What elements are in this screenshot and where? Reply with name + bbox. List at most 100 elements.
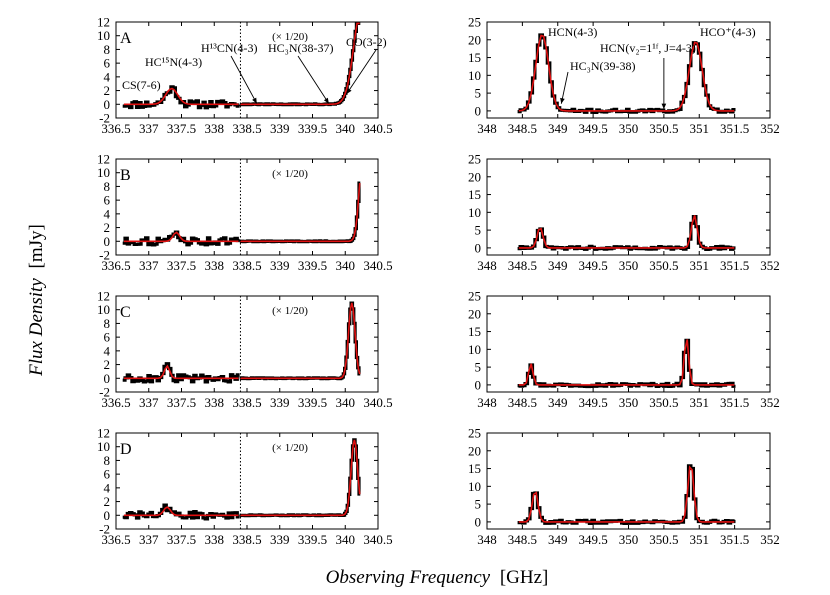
panel-A-annotation: CS(7-6) [122, 78, 161, 92]
panel-C-right-xtick-label: 349.5 [579, 395, 608, 410]
panel-A-right-xtick-label: 351.5 [720, 121, 749, 136]
panel-B-scale-label: (× 1/20) [272, 168, 308, 180]
panel-A-right-xtick-label: 352 [760, 121, 780, 136]
panel-B-left-ytick-label: 2 [104, 220, 111, 235]
panel-A-left-ytick-label: 6 [104, 56, 111, 71]
panel-D-left-ytick-label: -2 [99, 522, 110, 537]
panel-D-left-low-model-fit [123, 506, 239, 517]
y-axis-title-unit: [mJy] [26, 224, 47, 268]
panel-A-left-ytick-label: 0 [104, 97, 111, 112]
panel-A-right-xtick-label: 351 [690, 121, 710, 136]
panel-A-left-xtick-label: 340.5 [363, 121, 392, 136]
panel-B-left-ytick-label: 10 [97, 165, 110, 180]
panel-A-left: 336.5 337 337.5 338 338.5 339 339.5 340 340.5 -20… [97, 15, 393, 137]
panel-D-left-high-model-fit [240, 439, 361, 517]
panel-A-left-ytick-label: -2 [99, 111, 110, 126]
panel-A-left-ytick-label: 12 [97, 15, 110, 30]
panel-B-left-low-observed-spectrum [122, 230, 240, 247]
panel-C-label: C [120, 304, 131, 321]
panel-B-left-xtick-label: 339.5 [298, 258, 327, 273]
panel-D-right-ytick-label: 5 [475, 497, 482, 512]
panel-D-left-ytick-label: 12 [97, 426, 110, 441]
panel-C-right-ytick-label: 0 [475, 377, 482, 392]
panel-C-left-ytick-label: 4 [104, 343, 111, 358]
panel-D-right-xtick-label: 351 [690, 532, 710, 547]
panel-D-right-model-fit [518, 465, 735, 523]
panel-D-right-ytick-label: 0 [475, 514, 482, 529]
x-axis-title-unit: [GHz] [500, 567, 549, 588]
panel-C-left-xtick-label: 340 [336, 395, 356, 410]
panel-B-left-xtick-label: 339 [270, 258, 290, 273]
panel-B-left-xtick-label: 337 [139, 258, 159, 273]
panel-B-left-xtick-label: 338 [205, 258, 225, 273]
panel-C-left-low-model-fit [123, 364, 239, 380]
panel-B-right-xtick-label: 348.5 [508, 258, 537, 273]
panel-B-right-frame [486, 158, 771, 256]
panel-A-annotation-arrow-head [346, 88, 352, 94]
panel-B-right-xtick-label: 349.5 [579, 258, 608, 273]
panel-D-right: 348 348.5 349 349.5 350 350.5 351 351.5 352 0 5 10 1… [468, 426, 780, 548]
panel-A-right-xtick-label: 349 [548, 121, 568, 136]
panel-C-left-xtick-label: 340.5 [363, 395, 392, 410]
panel-D-left-xtick-label: 339.5 [298, 532, 327, 547]
panel-D-right-ytick-label: 20 [468, 443, 481, 458]
x-axis-title: Observing Frequency [GHz] [326, 567, 549, 588]
panel-A-right-annotation: HCO⁺(4-3) [700, 25, 756, 39]
panel-A-annotation: H¹³CN(4-3) [201, 41, 258, 55]
panel-C-left-xtick-label: 339.5 [298, 395, 327, 410]
panel-B-right: 348 348.5 349 349.5 350 350.5 351 351.5 352 0 5 10 1… [468, 152, 780, 274]
panel-B-left-xtick-label: 338.5 [232, 258, 261, 273]
panel-D-right-xtick-label: 349 [548, 532, 568, 547]
panel-A-right-ytick-label: 25 [468, 15, 481, 30]
panel-C-right-ytick-label: 20 [468, 306, 481, 321]
panel-D-left-ytick-label: 2 [104, 494, 111, 509]
panel-D-right-ytick-label: 15 [468, 461, 481, 476]
panel-A-right-ytick-label: 20 [468, 32, 481, 47]
panel-B-right-ytick-label: 5 [475, 223, 482, 238]
panel-D-right-ytick-label: 10 [468, 479, 481, 494]
panel-D-left: 336.5 337 337.5 338 338.5 339 339.5 340 340.5 -20… [97, 426, 393, 548]
panel-C-left-xtick-label: 337 [139, 395, 159, 410]
panel-C-right-ytick-label: 15 [468, 324, 481, 339]
panel-A-annotation-arrow-line [346, 49, 377, 95]
panel-B-left-high-model-fit [240, 183, 361, 243]
panel-C-left-xtick-label: 337.5 [167, 395, 196, 410]
panel-A-annotation-arrow-head [323, 97, 329, 104]
panel-C-left-xtick-label: 338.5 [232, 395, 261, 410]
panel-A-left-xtick-label: 339.5 [298, 121, 327, 136]
panel-D-label: D [120, 441, 132, 458]
panel-A-right-annotation: HCN(v₂=1¹ᶠ, J=4-3) [600, 41, 696, 55]
panel-B-right-xtick-label: 351.5 [720, 258, 749, 273]
panel-C-left: 336.5 337 337.5 338 338.5 339 339.5 340 340.5 -20… [97, 289, 393, 411]
panel-D-left-ytick-label: 0 [104, 508, 111, 523]
panel-C-left-ytick-label: 0 [104, 371, 111, 386]
panel-C-left-ytick-label: 6 [104, 330, 111, 345]
panel-A-annotation-arrow-head [252, 97, 257, 104]
panel-B-right-xtick-label: 351 [690, 258, 710, 273]
panel-A-left-ytick-label: 8 [104, 42, 111, 57]
panel-C-right-xtick-label: 348 [477, 395, 497, 410]
panel-B-left-xtick-label: 336.5 [101, 258, 130, 273]
panel-B-left-xtick-label: 340 [336, 258, 356, 273]
panel-B-right-xtick-label: 349 [548, 258, 568, 273]
panel-A-right-ytick-label: 15 [468, 50, 481, 65]
panel-B-right-xtick-label: 348 [477, 258, 497, 273]
panel-C-left-ytick-label: 12 [97, 289, 110, 304]
x-axis-title-italic: Observing Frequency [326, 567, 491, 588]
panel-A-right-xtick-label: 349.5 [579, 121, 608, 136]
panel-B-right-ytick-label: 20 [468, 169, 481, 184]
panel-C-right-model-fit [518, 339, 735, 386]
panel-A-right-ytick-label: 0 [475, 103, 482, 118]
y-axis-title-italic: Flux Density [26, 278, 47, 377]
panel-A-annotation: CO(3-2) [346, 35, 387, 49]
panel-D-right-xtick-label: 348.5 [508, 532, 537, 547]
panel-C-right-frame [486, 295, 771, 393]
panel-C-right-xtick-label: 351.5 [720, 395, 749, 410]
panel-C-right-ytick-label: 25 [468, 289, 481, 304]
panel-D-left-ytick-label: 8 [104, 453, 111, 468]
panel-C-right-xtick-label: 352 [760, 395, 780, 410]
panel-B-left-ytick-label: 12 [97, 152, 110, 167]
panel-D-right-xtick-label: 349.5 [579, 532, 608, 547]
panel-D-right-xtick-label: 351.5 [720, 532, 749, 547]
panel-A-right-ytick-label: 5 [475, 86, 482, 101]
